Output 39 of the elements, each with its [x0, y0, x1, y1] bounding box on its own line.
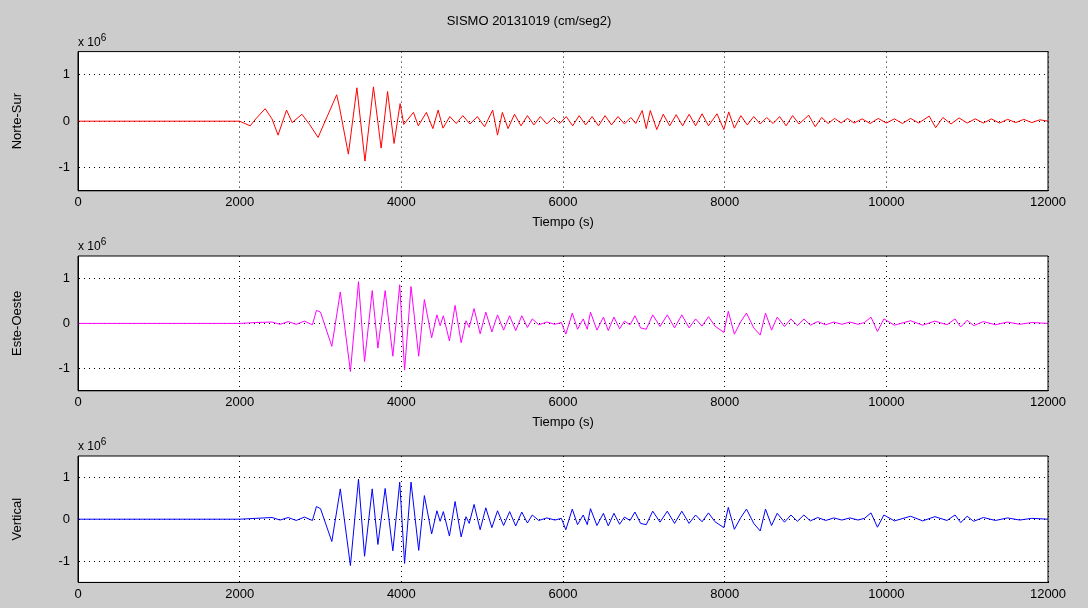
y-tick-label: -1	[58, 552, 70, 568]
y-axis-title: Norte-Sur	[9, 92, 25, 150]
x-tick-label: 6000	[548, 194, 578, 210]
x-tick-label: 8000	[710, 394, 740, 410]
x-tick-label: 2000	[225, 394, 255, 410]
y-axis-title: Este-Oeste	[9, 290, 25, 356]
text: x 10$^{6}$	[78, 236, 107, 253]
y-tick-label: 0	[62, 314, 70, 330]
y-tick-label: -1	[58, 159, 70, 175]
y-tick-label: 0	[62, 112, 70, 128]
y-tick-label: 1	[62, 468, 70, 484]
x-tick-label: 2000	[225, 194, 255, 210]
x-axis-title: Tiempo (s)	[532, 413, 594, 429]
x-tick-label: 10000	[868, 194, 905, 210]
chart-title: SISMO 20131019 (cm/seg2)	[446, 13, 612, 29]
text: x 10$^{6}$	[78, 31, 107, 49]
x-tick-label: 0	[74, 585, 82, 601]
x-tick-label: 6000	[548, 394, 578, 410]
x-tick-label: 4000	[386, 194, 416, 210]
x-tick-label: 4000	[386, 394, 416, 410]
x-tick-label: 2000	[225, 585, 255, 601]
x-tick-label: 10000	[868, 394, 905, 410]
x-tick-label: 12000	[1029, 585, 1067, 601]
x-tick-label: 8000	[710, 585, 740, 601]
x-tick-label: 0	[74, 194, 82, 210]
x-tick-label: 12000	[1029, 194, 1067, 210]
y-tick-label: 1	[62, 66, 70, 82]
y-tick-label: 0	[62, 510, 70, 526]
x-tick-label: 6000	[548, 585, 578, 601]
x-tick-label: 0	[74, 394, 82, 410]
x-axis-title: Tiempo (s)	[532, 213, 594, 229]
text: x 10$^{6}$	[78, 436, 107, 453]
y-axis-title: Vertical	[9, 497, 25, 541]
x-tick-label: 12000	[1029, 394, 1067, 410]
x-tick-label: 4000	[386, 585, 416, 601]
y-tick-label: -1	[58, 359, 70, 375]
x-tick-label: 8000	[710, 194, 740, 210]
y-tick-label: 1	[62, 270, 70, 286]
x-tick-label: 10000	[868, 585, 905, 601]
